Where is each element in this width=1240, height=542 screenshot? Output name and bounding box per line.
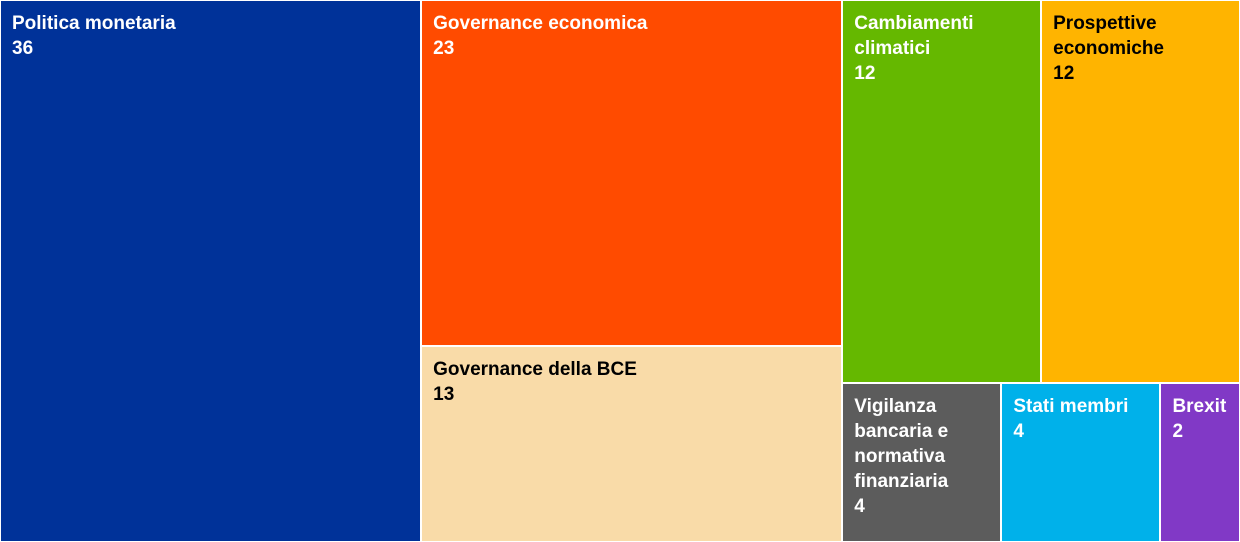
- tile-label: Stati membri 4: [1013, 394, 1153, 444]
- tile: Prospettive economiche 12: [1041, 0, 1240, 383]
- category-label: Governance della BCE: [433, 359, 637, 381]
- category-label: Governance economica: [433, 13, 648, 34]
- value-label: 12: [1053, 63, 1075, 84]
- category-label: Cambiamenti climatici: [854, 13, 974, 59]
- tile: Cambiamenti climatici 12: [842, 0, 1042, 383]
- value-label: 13: [433, 384, 455, 406]
- tile: Stati membri 4: [1001, 382, 1161, 542]
- tile-label: Governance della BCE 13: [433, 357, 835, 407]
- category-label: Vigilanza bancaria e normativa finanziar…: [854, 395, 949, 492]
- value-label: 4: [1013, 420, 1024, 442]
- value-label: 36: [12, 38, 34, 59]
- tile-label: Governance economica 23: [433, 11, 835, 61]
- category-label: Brexit: [1172, 395, 1227, 417]
- tile-label: Vigilanza bancaria e normativa finanziar…: [854, 394, 994, 519]
- tile: Governance della BCE 13: [421, 346, 843, 542]
- tile-label: Politica monetaria 36: [12, 11, 414, 61]
- tile: Vigilanza bancaria e normativa finanziar…: [842, 382, 1002, 542]
- tile: Brexit 2: [1160, 382, 1240, 542]
- value-label: 12: [854, 63, 876, 84]
- tile: Politica monetaria 36: [0, 0, 422, 542]
- tile-label: Prospettive economiche 12: [1053, 11, 1233, 86]
- tile-label: Cambiamenti climatici 12: [854, 11, 1034, 86]
- category-label: Politica monetaria: [12, 13, 176, 34]
- category-label: Prospettive economiche: [1053, 13, 1164, 59]
- category-label: Stati membri: [1013, 395, 1129, 417]
- tile-label: Brexit 2: [1172, 394, 1233, 444]
- tile: Governance economica 23: [421, 0, 843, 347]
- value-label: 23: [433, 38, 455, 59]
- value-label: 4: [854, 495, 865, 517]
- value-label: 2: [1172, 420, 1184, 442]
